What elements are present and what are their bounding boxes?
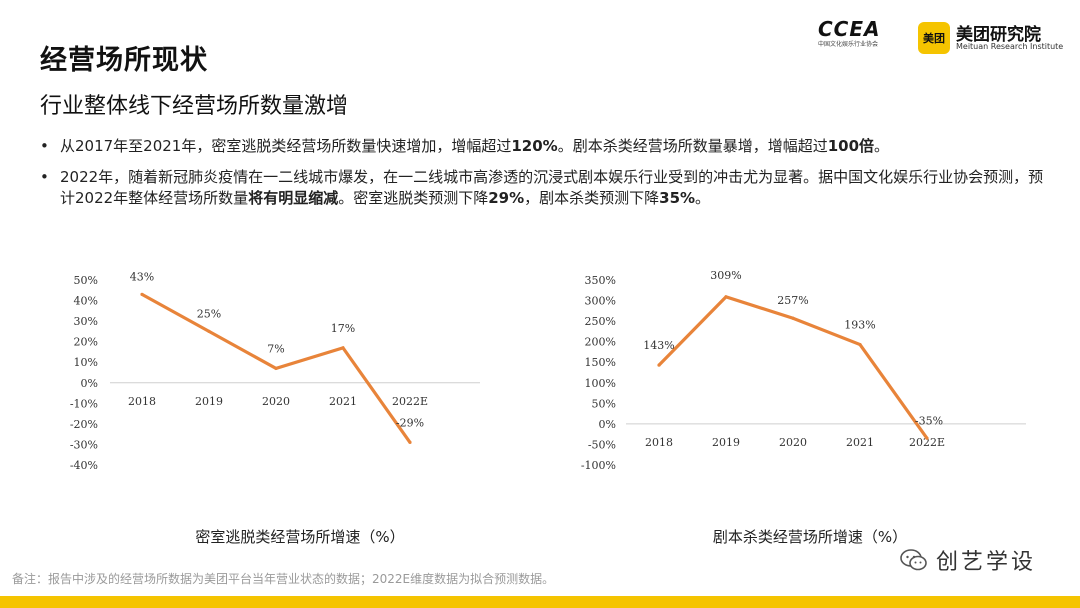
data-point xyxy=(140,292,144,296)
data-point xyxy=(791,316,795,320)
bullet-text: 从2017年至2021年，密室逃脱类经营场所数量快速增加，增幅超过 xyxy=(60,137,512,155)
y-tick-label: -50% xyxy=(588,438,616,451)
y-tick-label: 0% xyxy=(599,418,616,431)
y-tick-label: 50% xyxy=(74,274,98,287)
bullet-highlight: 29% xyxy=(488,189,525,207)
data-point xyxy=(274,366,278,370)
data-label: 143% xyxy=(643,339,674,352)
chart-script-kill: 350% 300% 250% 200% 150% 100% 50% 0% -50% -100% 20… xyxy=(580,262,1040,482)
bullet-highlight: 100 xyxy=(827,137,860,155)
data-label: 257% xyxy=(777,294,808,307)
ccea-logo-mark: CCEA xyxy=(818,17,881,41)
watermark: 创艺学设 xyxy=(900,543,1060,577)
footnote: 备注：报告中涉及的经营场所数据为美团平台当年营业状态的数据；2022E维度数据为… xyxy=(12,572,555,586)
y-tick-label: -30% xyxy=(70,438,98,451)
y-tick-label: 300% xyxy=(585,295,616,308)
data-label: 193% xyxy=(844,319,875,332)
chart-script-kill-title: 剧本杀类经营场所增速（%） xyxy=(712,528,908,546)
y-tick-label: 0% xyxy=(81,377,98,390)
data-label: 309% xyxy=(710,269,741,282)
y-tick-label: 250% xyxy=(585,315,616,328)
y-tick-label: 30% xyxy=(74,315,98,328)
y-tick-label: 40% xyxy=(74,295,98,308)
bullet-text: ，剧本杀类预测下降 xyxy=(524,189,660,207)
data-point xyxy=(341,346,345,350)
chart-script-kill-svg: 350% 300% 250% 200% 150% 100% 50% 0% -50% -100% 20… xyxy=(581,269,1026,472)
watermark-text: 创艺学设 xyxy=(936,550,1037,575)
data-label: -29% xyxy=(396,416,424,429)
chart-escape-room: 50% 40% 30% 20% 10% 0% -10% -20% -30% -40% 2018 201… xyxy=(60,262,490,482)
y-tick-label: 150% xyxy=(585,356,616,369)
bullet-highlight: 将有明显缩减 xyxy=(248,189,339,207)
y-tick-label: 200% xyxy=(585,336,616,349)
y-tick-label: -40% xyxy=(70,459,98,472)
data-point xyxy=(657,363,661,367)
x-tick-label: 2022E xyxy=(392,395,428,408)
x-tick-label: 2018 xyxy=(128,395,156,408)
bullet-text: 。密室逃脱类预测下降 xyxy=(338,189,489,207)
x-tick-label: 2019 xyxy=(712,436,740,449)
ccea-logo-text: 中国文化娱乐行业协会 xyxy=(818,41,879,48)
data-point xyxy=(925,436,929,440)
bullet-highlight: 120% xyxy=(511,137,558,155)
x-tick-label: 2019 xyxy=(195,395,223,408)
meituan-logo: 美团 美团研究院 Meituan Research Institute xyxy=(918,20,1068,60)
bottom-accent-bar xyxy=(0,596,1080,608)
data-label: 17% xyxy=(331,322,355,335)
meituan-logo-name: 美团研究院 xyxy=(956,25,1041,45)
data-point xyxy=(724,295,728,299)
bullet-item: 2022年，随着新冠肺炎疫情在一二线城市爆发，在一二线城市高渗透的沉浸式剧本娱乐… xyxy=(40,167,1050,209)
page-subtitle: 行业整体线下经营场所数量激增 xyxy=(40,94,349,119)
bullet-highlight: 35% xyxy=(659,189,696,207)
x-tick-label: 2021 xyxy=(846,436,874,449)
bullet-item: 从2017年至2021年，密室逃脱类经营场所数量快速增加，增幅超过120%。剧本… xyxy=(40,136,1050,157)
data-label: 7% xyxy=(267,342,284,355)
x-tick-label: 2020 xyxy=(262,395,290,408)
page-title: 经营场所现状 xyxy=(40,45,208,76)
x-tick-label: 2021 xyxy=(329,395,357,408)
chart-escape-room-title: 密室逃脱类经营场所增速（%） xyxy=(195,528,405,546)
x-tick-label: 2020 xyxy=(779,436,807,449)
y-tick-label: 100% xyxy=(585,377,616,390)
bullet-text: 。剧本杀类经营场所数量暴增，增幅超过 xyxy=(557,137,828,155)
y-tick-label: 10% xyxy=(74,356,98,369)
meituan-badge-icon: 美团 xyxy=(918,22,950,54)
chart-escape-room-svg: 50% 40% 30% 20% 10% 0% -10% -20% -30% -40% 2018 201… xyxy=(70,270,480,472)
bullet-text: 。 xyxy=(695,189,711,207)
data-point xyxy=(858,342,862,347)
data-point xyxy=(408,440,412,444)
data-point xyxy=(207,329,211,333)
data-label: -35% xyxy=(915,414,943,427)
y-tick-label: 350% xyxy=(585,274,616,287)
y-tick-label: -100% xyxy=(581,459,616,472)
x-tick-label: 2022E xyxy=(909,436,945,449)
y-tick-label: 50% xyxy=(592,397,616,410)
y-tick-label: 20% xyxy=(74,336,98,349)
x-tick-label: 2018 xyxy=(645,436,673,449)
bullet-text: 。 xyxy=(874,137,890,155)
bullet-list: 从2017年至2021年，密室逃脱类经营场所数量快速增加，增幅超过120%。剧本… xyxy=(40,136,1050,219)
bullet-highlight: 倍 xyxy=(859,137,875,155)
meituan-logo-en: Meituan Research Institute xyxy=(956,42,1064,51)
data-label: 43% xyxy=(130,270,154,283)
y-tick-label: -20% xyxy=(70,418,98,431)
data-label: 25% xyxy=(197,307,221,320)
wechat-icon xyxy=(900,549,927,571)
bullet-text: 2022年，随着新冠肺炎疫情在一二线城市爆发，在一二线城市高渗透的沉浸式剧本娱乐… xyxy=(60,168,1044,207)
ccea-logo: CCEA 中国文化娱乐行业协会 xyxy=(818,18,898,62)
y-tick-label: -10% xyxy=(70,397,98,410)
